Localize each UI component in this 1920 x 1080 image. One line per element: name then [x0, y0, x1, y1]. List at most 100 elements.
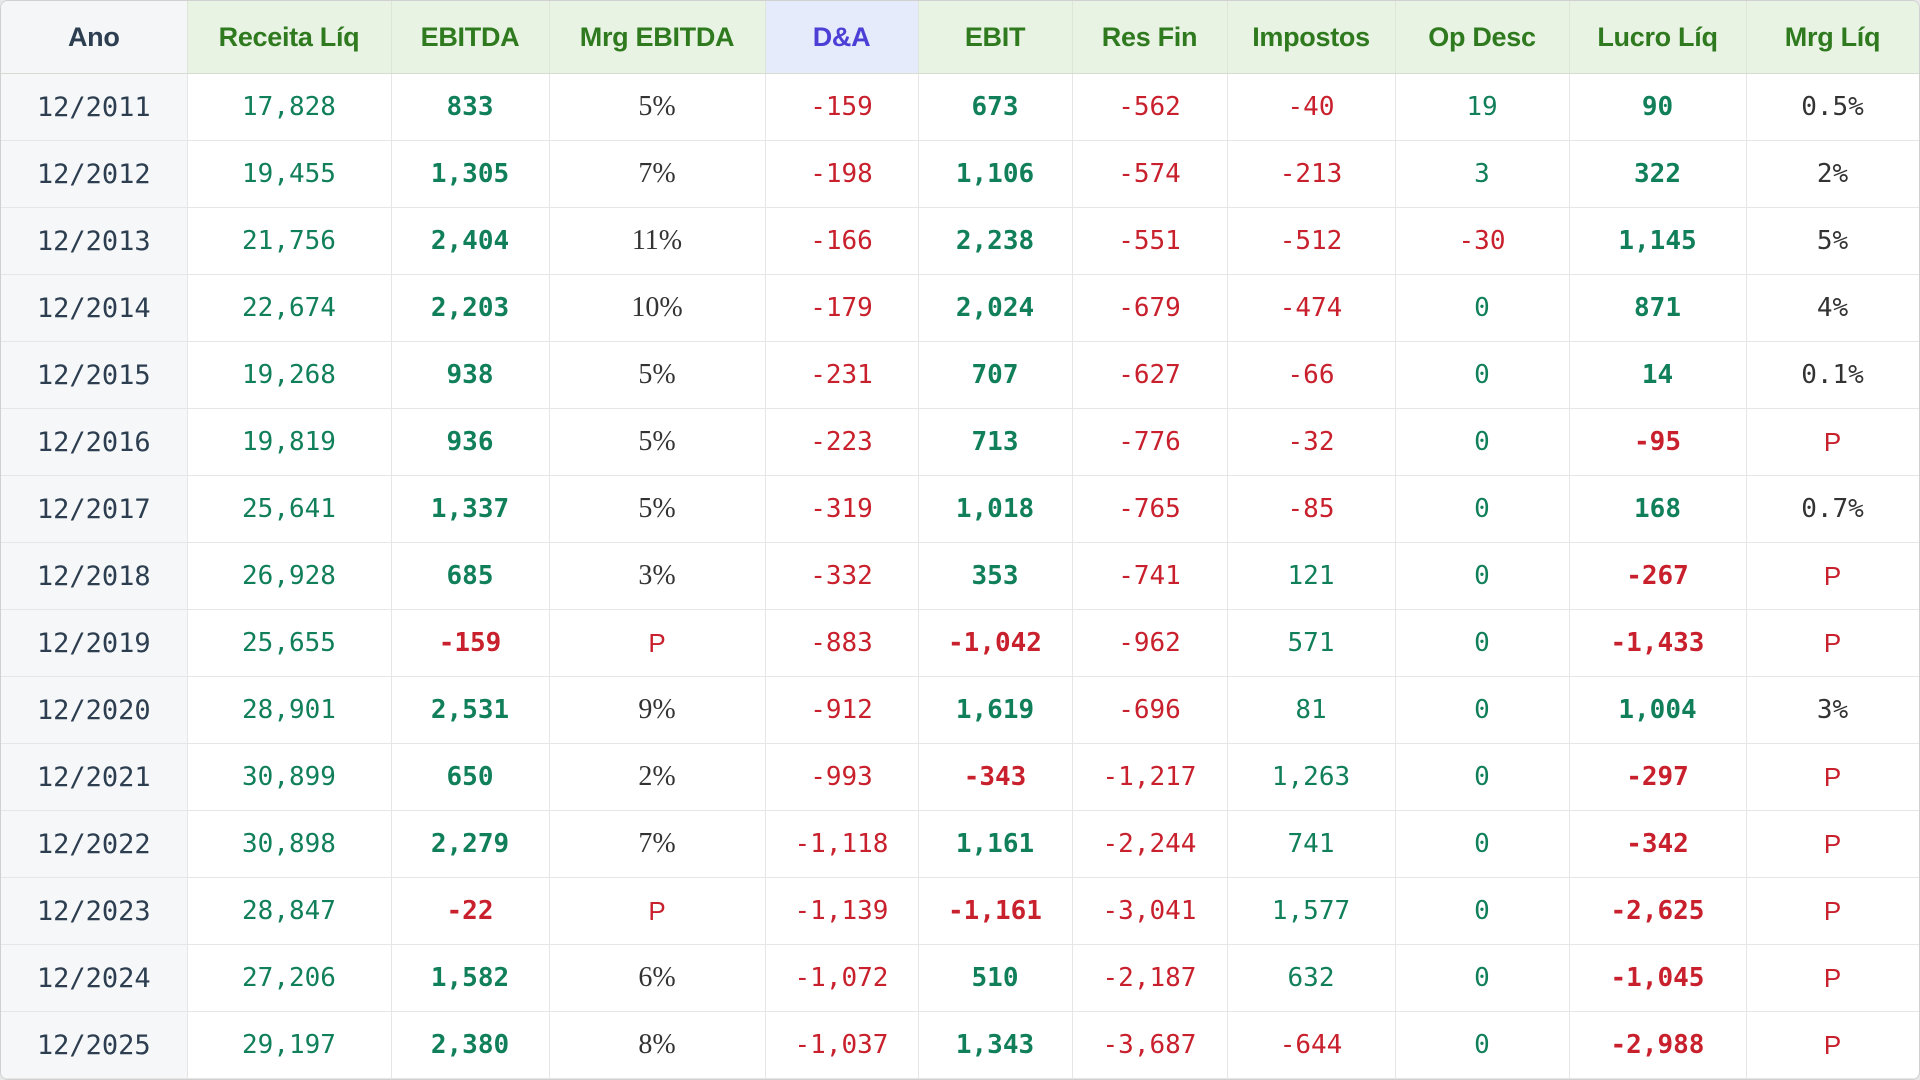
cell-op-desc: 0	[1395, 743, 1570, 811]
cell-da: -223	[765, 408, 919, 476]
table-row[interactable]: 12/2020 28,901 2,531 9% -912 1,619 -696 81 0 1,00…	[1, 676, 1919, 744]
column-header-da[interactable]: D&A	[765, 1, 919, 74]
cell-lucro-liq: 90	[1569, 73, 1747, 141]
table-row[interactable]: 12/2019 25,655 -159 P -883 -1,042 -962 571 0 -1,4…	[1, 609, 1919, 677]
cell-ano: 12/2016	[1, 408, 188, 476]
column-header-receita-liq[interactable]: Receita Líq	[187, 1, 392, 74]
cell-op-desc: 0	[1395, 810, 1570, 878]
cell-impostos: -40	[1227, 73, 1396, 141]
cell-ebit: 2,024	[918, 274, 1073, 342]
cell-ano: 12/2018	[1, 542, 188, 610]
cell-mrg-liq: 2%	[1746, 140, 1919, 208]
cell-mrg-ebitda: 5%	[549, 408, 766, 476]
cell-mrg-ebitda: 5%	[549, 73, 766, 141]
column-header-res-fin[interactable]: Res Fin	[1072, 1, 1228, 74]
table-row[interactable]: 12/2011 17,828 833 5% -159 673 -562 -40 19 90 0.5%	[1, 73, 1919, 141]
cell-op-desc: 0	[1395, 542, 1570, 610]
cell-receita-liq: 27,206	[187, 944, 392, 1012]
column-header-mrg-ebitda[interactable]: Mrg EBITDA	[549, 1, 766, 74]
cell-ebitda: 685	[391, 542, 550, 610]
table-row[interactable]: 12/2023 28,847 -22 P -1,139 -1,161 -3,041 1,577…	[1, 877, 1919, 945]
cell-receita-liq: 30,899	[187, 743, 392, 811]
header-row: Ano Receita Líq EBITDA Mrg EBITDA D&A EB…	[1, 1, 1919, 74]
table-row[interactable]: 12/2022 30,898 2,279 7% -1,118 1,161 -2,244 741…	[1, 810, 1919, 878]
cell-lucro-liq: 1,004	[1569, 676, 1747, 744]
cell-impostos: 121	[1227, 542, 1396, 610]
table-body: 12/2011 17,828 833 5% -159 673 -562 -40 19 90 0.5%…	[1, 73, 1919, 1079]
cell-ano: 12/2025	[1, 1011, 188, 1079]
cell-mrg-ebitda: 7%	[549, 810, 766, 878]
cell-receita-liq: 28,901	[187, 676, 392, 744]
cell-lucro-liq: 871	[1569, 274, 1747, 342]
table-row[interactable]: 12/2025 29,197 2,380 8% -1,037 1,343 -3,687 -64…	[1, 1011, 1919, 1079]
cell-res-fin: -3,041	[1072, 877, 1228, 945]
column-header-ebitda[interactable]: EBITDA	[391, 1, 550, 74]
cell-res-fin: -765	[1072, 475, 1228, 543]
cell-receita-liq: 19,268	[187, 341, 392, 409]
cell-ano: 12/2024	[1, 944, 188, 1012]
column-header-impostos[interactable]: Impostos	[1227, 1, 1396, 74]
table-header: Ano Receita Líq EBITDA Mrg EBITDA D&A EB…	[1, 1, 1919, 74]
cell-mrg-liq: 0.7%	[1746, 475, 1919, 543]
cell-ebit: 1,106	[918, 140, 1073, 208]
cell-mrg-ebitda: 5%	[549, 341, 766, 409]
cell-impostos: 571	[1227, 609, 1396, 677]
cell-ebit: -1,042	[918, 609, 1073, 677]
cell-impostos: -66	[1227, 341, 1396, 409]
cell-mrg-ebitda: 6%	[549, 944, 766, 1012]
cell-mrg-liq: 3%	[1746, 676, 1919, 744]
cell-ebitda: 2,404	[391, 207, 550, 275]
cell-res-fin: -627	[1072, 341, 1228, 409]
cell-lucro-liq: 168	[1569, 475, 1747, 543]
cell-lucro-liq: -2,988	[1569, 1011, 1747, 1079]
cell-res-fin: -962	[1072, 609, 1228, 677]
column-header-op-desc[interactable]: Op Desc	[1395, 1, 1570, 74]
table-row[interactable]: 12/2021 30,899 650 2% -993 -343 -1,217 1,263 0 -2…	[1, 743, 1919, 811]
cell-mrg-liq: P	[1746, 408, 1919, 476]
cell-da: -159	[765, 73, 919, 141]
cell-ebitda: 2,203	[391, 274, 550, 342]
cell-da: -1,139	[765, 877, 919, 945]
cell-mrg-ebitda: 9%	[549, 676, 766, 744]
cell-mrg-liq: 4%	[1746, 274, 1919, 342]
table-row[interactable]: 12/2014 22,674 2,203 10% -179 2,024 -679 -474 0 8…	[1, 274, 1919, 342]
cell-receita-liq: 26,928	[187, 542, 392, 610]
cell-mrg-ebitda: 7%	[549, 140, 766, 208]
cell-mrg-liq: P	[1746, 877, 1919, 945]
cell-receita-liq: 21,756	[187, 207, 392, 275]
cell-res-fin: -696	[1072, 676, 1228, 744]
table-row[interactable]: 12/2013 21,756 2,404 11% -166 2,238 -551 -512 -3…	[1, 207, 1919, 275]
cell-da: -912	[765, 676, 919, 744]
cell-res-fin: -1,217	[1072, 743, 1228, 811]
cell-da: -883	[765, 609, 919, 677]
cell-ebit: 1,343	[918, 1011, 1073, 1079]
column-header-lucro-liq[interactable]: Lucro Líq	[1569, 1, 1747, 74]
cell-mrg-ebitda: 11%	[549, 207, 766, 275]
column-header-mrg-liq[interactable]: Mrg Líq	[1746, 1, 1919, 74]
cell-mrg-liq: 0.5%	[1746, 73, 1919, 141]
cell-da: -166	[765, 207, 919, 275]
column-header-ano[interactable]: Ano	[1, 1, 188, 74]
table-row[interactable]: 12/2018 26,928 685 3% -332 353 -741 121 0 -267 P	[1, 542, 1919, 610]
table-row[interactable]: 12/2017 25,641 1,337 5% -319 1,018 -765 -85 0 168…	[1, 475, 1919, 543]
cell-receita-liq: 22,674	[187, 274, 392, 342]
cell-mrg-ebitda: P	[549, 877, 766, 945]
table-row[interactable]: 12/2024 27,206 1,582 6% -1,072 510 -2,187 632 0-…	[1, 944, 1919, 1012]
cell-mrg-ebitda: 3%	[549, 542, 766, 610]
cell-ebitda: 833	[391, 73, 550, 141]
cell-da: -319	[765, 475, 919, 543]
cell-lucro-liq: 1,145	[1569, 207, 1747, 275]
table-row[interactable]: 12/2015 19,268 938 5% -231 707 -627 -66 0 14 0.1%	[1, 341, 1919, 409]
cell-da: -1,072	[765, 944, 919, 1012]
column-header-ebit[interactable]: EBIT	[918, 1, 1073, 74]
table-row[interactable]: 12/2012 19,455 1,305 7% -198 1,106 -574 -213 3 32…	[1, 140, 1919, 208]
cell-ebitda: 1,582	[391, 944, 550, 1012]
cell-ebit: 1,619	[918, 676, 1073, 744]
cell-ebit: 353	[918, 542, 1073, 610]
cell-ebitda: -22	[391, 877, 550, 945]
cell-lucro-liq: -297	[1569, 743, 1747, 811]
cell-lucro-liq: -1,045	[1569, 944, 1747, 1012]
cell-impostos: -213	[1227, 140, 1396, 208]
table-row[interactable]: 12/2016 19,819 936 5% -223 713 -776 -32 0 -95 P	[1, 408, 1919, 476]
